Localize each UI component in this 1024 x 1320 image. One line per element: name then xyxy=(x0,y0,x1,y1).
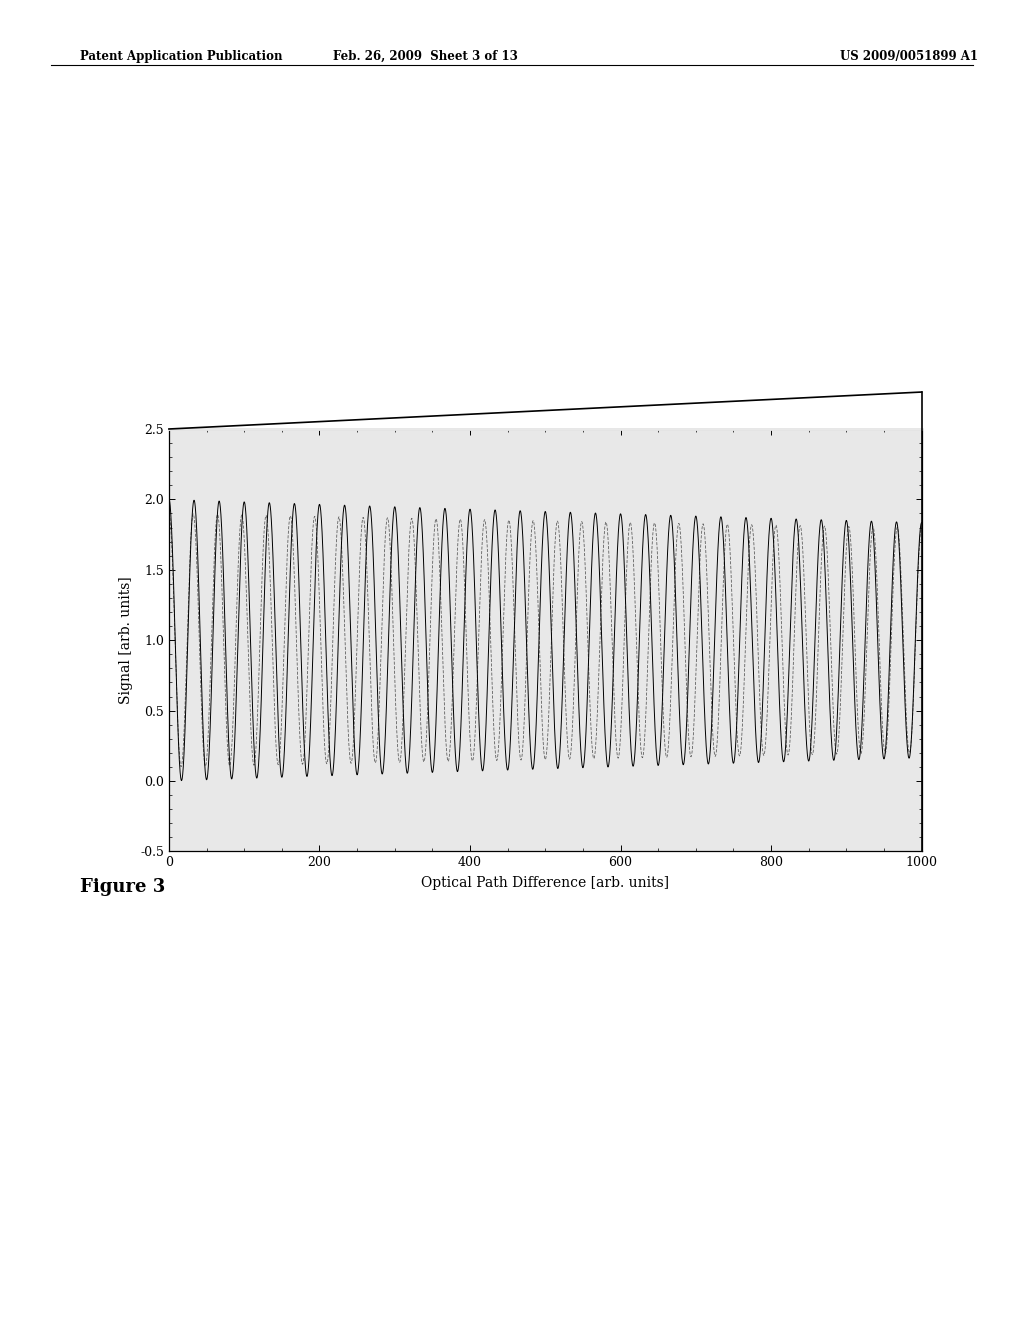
Y-axis label: Signal [arb. units]: Signal [arb. units] xyxy=(119,577,133,704)
Text: US 2009/0051899 A1: US 2009/0051899 A1 xyxy=(840,50,978,63)
X-axis label: Optical Path Difference [arb. units]: Optical Path Difference [arb. units] xyxy=(421,876,670,890)
Text: Figure 3: Figure 3 xyxy=(80,878,165,896)
Text: Patent Application Publication: Patent Application Publication xyxy=(80,50,283,63)
Text: Feb. 26, 2009  Sheet 3 of 13: Feb. 26, 2009 Sheet 3 of 13 xyxy=(333,50,517,63)
